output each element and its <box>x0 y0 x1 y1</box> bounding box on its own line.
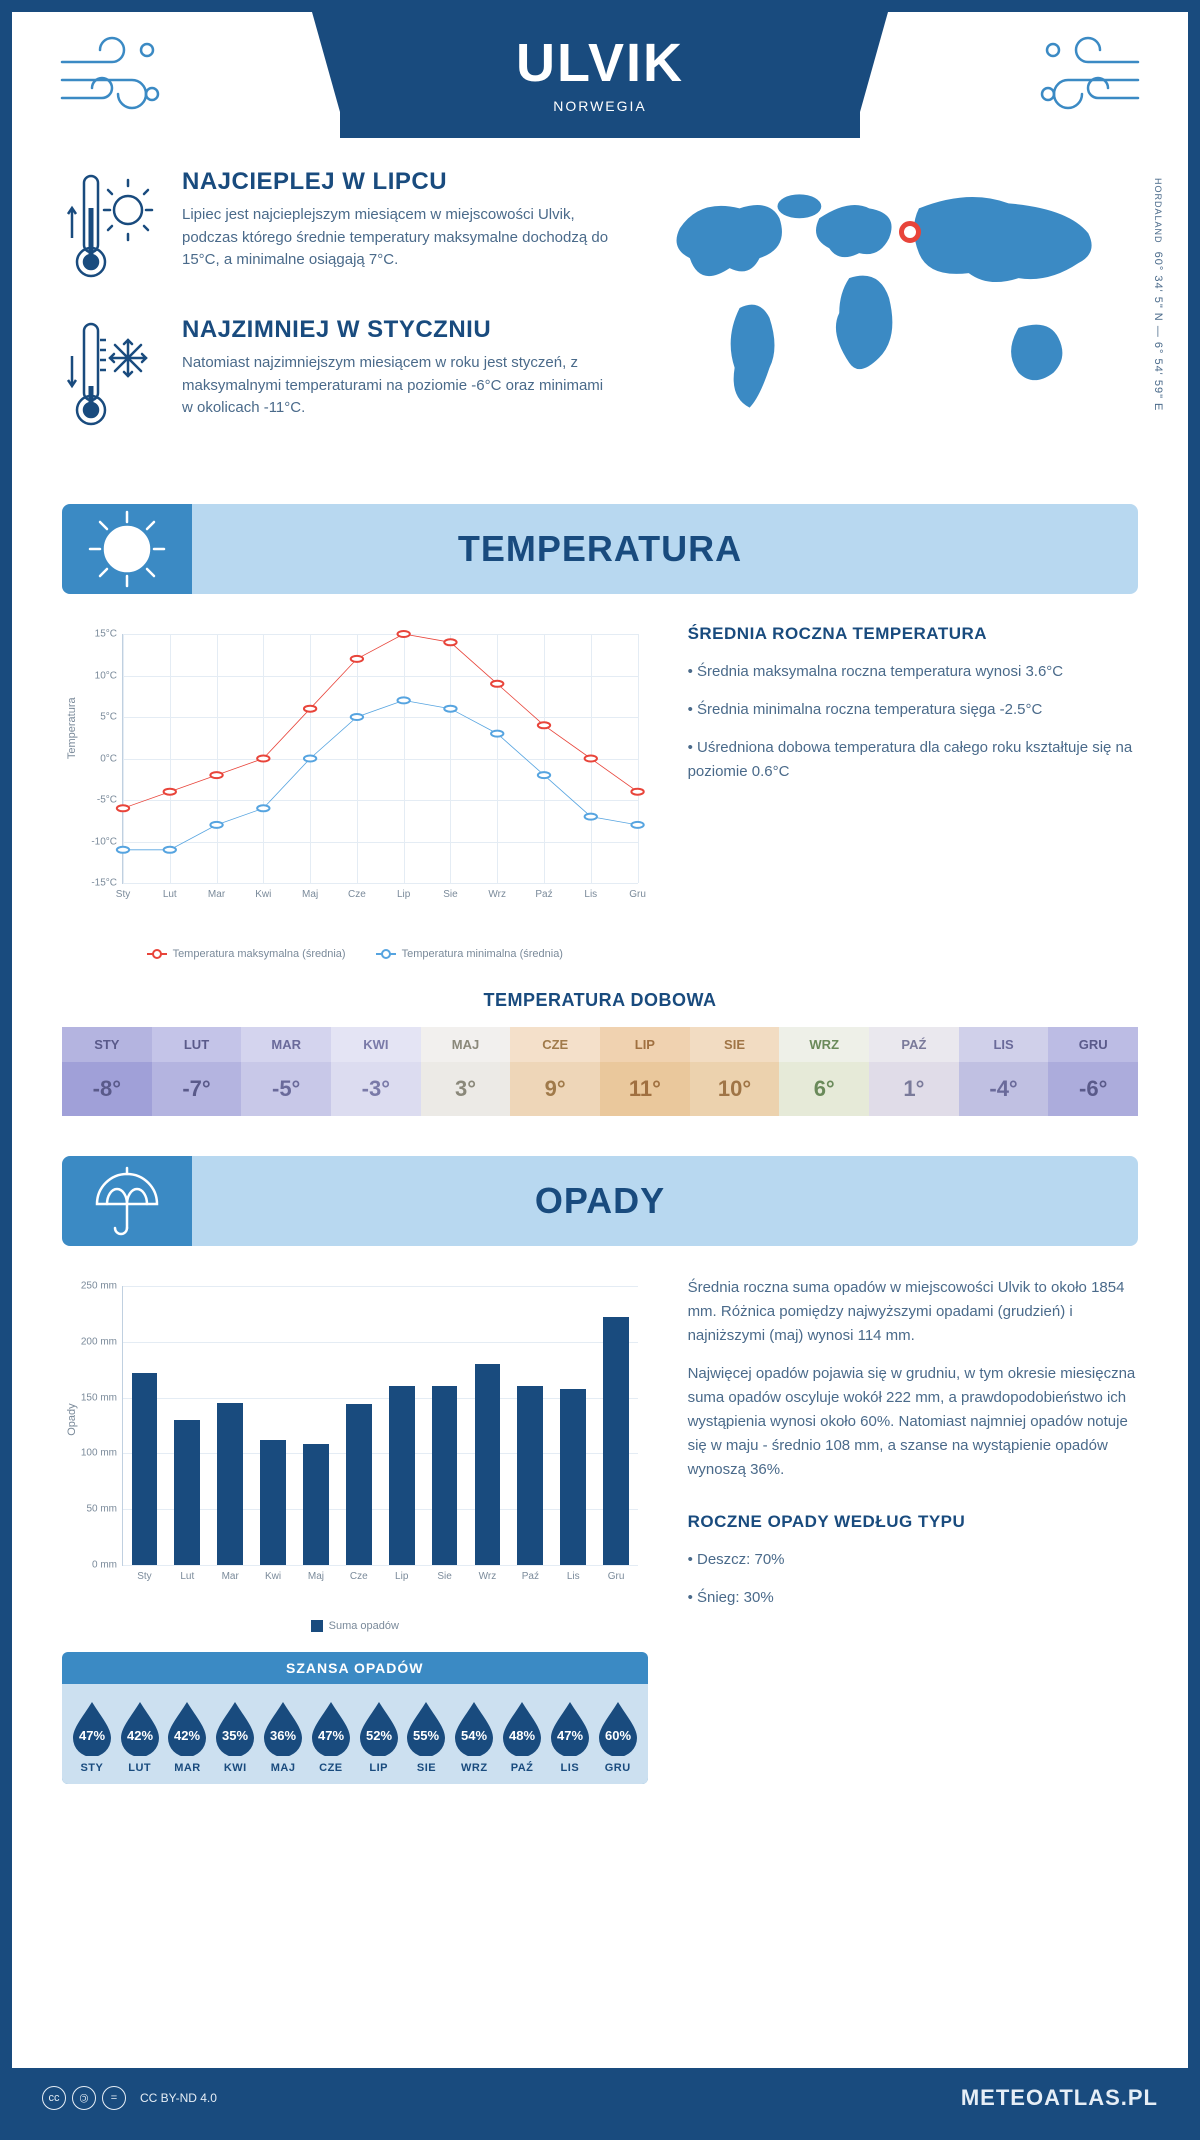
info-bullet: • Średnia minimalna roczna temperatura s… <box>688 698 1138 722</box>
precip-bar <box>260 1440 286 1565</box>
thermometer-cold-icon <box>62 316 162 436</box>
brand-label: METEOATLAS.PL <box>961 2085 1158 2111</box>
hottest-month-block: NAJCIEPLEJ W LIPCU Lipiec jest najcieple… <box>62 168 610 288</box>
svg-text:47%: 47% <box>79 1728 105 1743</box>
daily-temp-cell: LIS-4° <box>959 1027 1049 1116</box>
precip-bar <box>132 1373 158 1565</box>
svg-text:48%: 48% <box>509 1728 535 1743</box>
page-footer: cc🄯= CC BY-ND 4.0 METEOATLAS.PL <box>12 2068 1188 2128</box>
svg-text:35%: 35% <box>222 1728 248 1743</box>
daily-temp-cell: LUT-7° <box>152 1027 242 1116</box>
coordinates: HORDALAND 60° 34' 5" N — 6° 54' 59" E <box>1152 178 1164 411</box>
svg-text:60%: 60% <box>605 1728 631 1743</box>
coldest-month-block: NAJZIMNIEJ W STYCZNIU Natomiast najzimni… <box>62 316 610 436</box>
daily-temp-table: STY-8°LUT-7°MAR-5°KWI-3°MAJ3°CZE9°LIP11°… <box>62 1027 1138 1116</box>
daily-temp-cell: STY-8° <box>62 1027 152 1116</box>
rain-chance-cell: 60%GRU <box>594 1700 642 1774</box>
daily-temp-cell: CZE9° <box>510 1027 600 1116</box>
wind-icon <box>1028 32 1148 122</box>
rain-chance-cell: 47%LIS <box>546 1700 594 1774</box>
precip-section-header: OPADY <box>62 1156 1138 1246</box>
svg-text:47%: 47% <box>557 1728 583 1743</box>
precip-bar <box>560 1389 586 1565</box>
temperature-info: ŚREDNIA ROCZNA TEMPERATURA • Średnia mak… <box>688 624 1138 960</box>
temperature-line-chart: Temperatura -15°C-10°C-5°C0°C5°C10°C15°C… <box>62 624 648 944</box>
page-header: ULVIK NORWEGIA <box>340 12 860 138</box>
rain-chance-cell: 52%LIP <box>355 1700 403 1774</box>
rain-chance-cell: 42%LUT <box>116 1700 164 1774</box>
thermometer-hot-icon <box>62 168 162 288</box>
daily-temp-cell: SIE10° <box>690 1027 780 1116</box>
license-badge: cc🄯= CC BY-ND 4.0 <box>42 2086 217 2110</box>
precip-info: Średnia roczna suma opadów w miejscowośc… <box>688 1276 1138 1784</box>
daily-temp-cell: MAJ3° <box>421 1027 511 1116</box>
precip-title: OPADY <box>192 1180 1138 1222</box>
map-marker <box>899 221 921 243</box>
cold-title: NAJZIMNIEJ W STYCZNIU <box>182 316 610 344</box>
daily-temp-cell: MAR-5° <box>241 1027 331 1116</box>
precip-chart-legend: Suma opadów <box>62 1620 648 1632</box>
precip-bar <box>475 1364 501 1565</box>
rain-chance-cell: 48%PAŹ <box>498 1700 546 1774</box>
rain-chance-cell: 55%SIE <box>403 1700 451 1774</box>
daily-temp-cell: WRZ6° <box>779 1027 869 1116</box>
rain-chance-cell: 47%STY <box>68 1700 116 1774</box>
sun-icon <box>62 504 192 594</box>
svg-text:42%: 42% <box>127 1728 153 1743</box>
svg-text:36%: 36% <box>270 1728 296 1743</box>
svg-text:42%: 42% <box>174 1728 200 1743</box>
precip-bar-chart: Opady 0 mm50 mm100 mm150 mm200 mm250 mmS… <box>62 1276 648 1616</box>
info-bullet: • Uśredniona dobowa temperatura dla całe… <box>688 736 1138 784</box>
hot-title: NAJCIEPLEJ W LIPCU <box>182 168 610 196</box>
wind-icon <box>52 32 172 122</box>
precip-bar <box>603 1317 629 1565</box>
world-map: HORDALAND 60° 34' 5" N — 6° 54' 59" E <box>640 168 1138 464</box>
rain-chance-cell: 42%MAR <box>164 1700 212 1774</box>
rain-chance-cell: 35%KWI <box>211 1700 259 1774</box>
daily-temp-cell: LIP11° <box>600 1027 690 1116</box>
hot-text: Lipiec jest najcieplejszym miesiącem w m… <box>182 204 610 272</box>
precip-type-item: • Śnieg: 30% <box>688 1586 1138 1610</box>
temp-chart-legend: Temperatura maksymalna (średnia) Tempera… <box>62 948 648 960</box>
svg-text:47%: 47% <box>318 1728 344 1743</box>
temperature-title: TEMPERATURA <box>192 528 1138 570</box>
svg-text:55%: 55% <box>413 1728 439 1743</box>
svg-text:52%: 52% <box>366 1728 392 1743</box>
rain-chance-panel: SZANSA OPADÓW 47%STY42%LUT42%MAR35%KWI36… <box>62 1652 648 1784</box>
precip-bar <box>174 1420 200 1565</box>
rain-chance-cell: 54%WRZ <box>450 1700 498 1774</box>
precip-bar <box>217 1403 243 1565</box>
rain-chance-cell: 36%MAJ <box>259 1700 307 1774</box>
precip-bar <box>432 1386 458 1565</box>
svg-text:54%: 54% <box>461 1728 487 1743</box>
precip-bar <box>303 1444 329 1565</box>
daily-temp-title: TEMPERATURA DOBOWA <box>62 990 1138 1011</box>
city-title: ULVIK <box>340 32 860 94</box>
precip-bar <box>389 1386 415 1565</box>
umbrella-icon <box>62 1156 192 1246</box>
country-subtitle: NORWEGIA <box>340 98 860 114</box>
daily-temp-cell: PAŹ1° <box>869 1027 959 1116</box>
daily-temp-cell: KWI-3° <box>331 1027 421 1116</box>
daily-temp-cell: GRU-6° <box>1048 1027 1138 1116</box>
rain-chance-cell: 47%CZE <box>307 1700 355 1774</box>
info-bullet: • Średnia maksymalna roczna temperatura … <box>688 660 1138 684</box>
precip-bar <box>346 1404 372 1565</box>
cold-text: Natomiast najzimniejszym miesiącem w rok… <box>182 352 610 420</box>
temperature-section-header: TEMPERATURA <box>62 504 1138 594</box>
precip-type-item: • Deszcz: 70% <box>688 1548 1138 1572</box>
precip-bar <box>517 1386 543 1565</box>
